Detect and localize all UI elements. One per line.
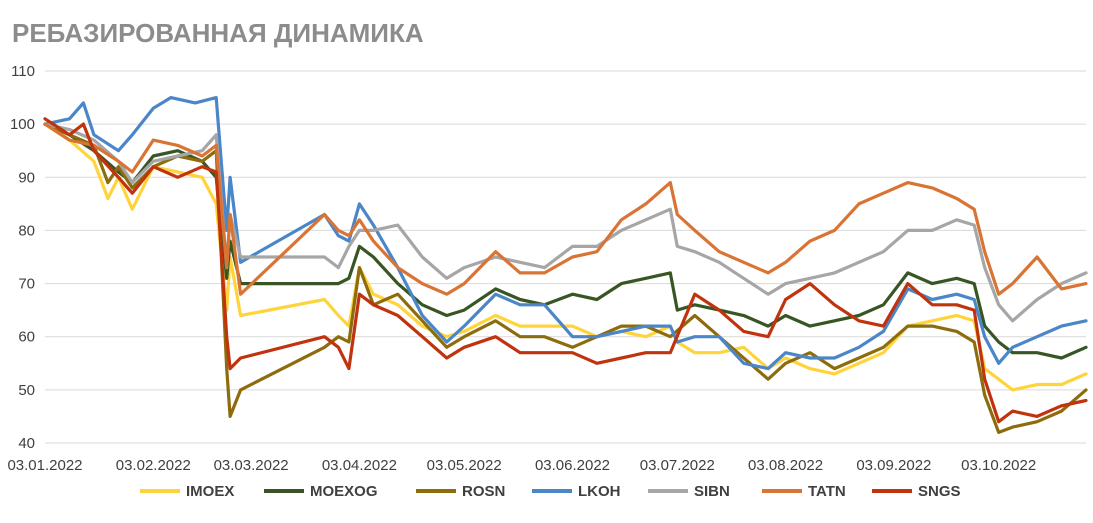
- series-line-rosn: [43, 122, 1088, 434]
- x-tick-label: 03.03.2022: [214, 457, 289, 474]
- y-tick-label: 40: [18, 435, 35, 452]
- x-axis-ticks: 03.01.2022 03.02.2022 03.03.2022 03.04.2022…: [7, 457, 1036, 474]
- x-tick-label: 03.08.2022: [748, 457, 823, 474]
- series-line-imoex: [43, 122, 1088, 392]
- y-axis-ticks: 40 50 60 70 80 90 100 110: [10, 63, 35, 452]
- x-tick-label: 03.10.2022: [961, 457, 1036, 474]
- y-tick-label: 50: [18, 382, 35, 399]
- legend-label-rosn: ROSN: [462, 483, 505, 500]
- series-line-lkoh: [43, 95, 1088, 371]
- chart-title: РЕБАЗИРОВАННАЯ ДИНАМИКА: [12, 18, 424, 48]
- x-tick-label: 03.07.2022: [640, 457, 715, 474]
- legend-label-imoex: IMOEX: [186, 483, 234, 500]
- legend: IMOEX MOEXOG ROSN LKOH SIBN TATN SNGS: [140, 483, 961, 500]
- legend-label-tatn: TATN: [808, 483, 846, 500]
- x-tick-label: 03.04.2022: [322, 457, 397, 474]
- x-tick-label: 03.02.2022: [116, 457, 191, 474]
- y-tick-label: 100: [10, 116, 35, 133]
- y-tick-label: 70: [18, 276, 35, 293]
- legend-label-sibn: SIBN: [694, 483, 730, 500]
- y-tick-label: 60: [18, 329, 35, 346]
- x-tick-label: 03.09.2022: [856, 457, 931, 474]
- series-line-tatn: [43, 122, 1088, 296]
- x-tick-label: 03.06.2022: [535, 457, 610, 474]
- x-tick-label: 03.01.2022: [7, 457, 82, 474]
- gridlines: [45, 70, 1086, 444]
- series-line-sngs: [43, 117, 1088, 424]
- y-tick-label: 80: [18, 222, 35, 239]
- legend-label-sngs: SNGS: [918, 483, 961, 500]
- legend-label-moexog: MOEXOG: [310, 483, 378, 500]
- x-tick-label: 03.05.2022: [427, 457, 502, 474]
- series-line-sibn: [43, 122, 1088, 323]
- y-tick-label: 90: [18, 169, 35, 186]
- y-tick-label: 110: [11, 63, 35, 80]
- series-lines: [43, 95, 1088, 434]
- legend-label-lkoh: LKOH: [578, 483, 621, 500]
